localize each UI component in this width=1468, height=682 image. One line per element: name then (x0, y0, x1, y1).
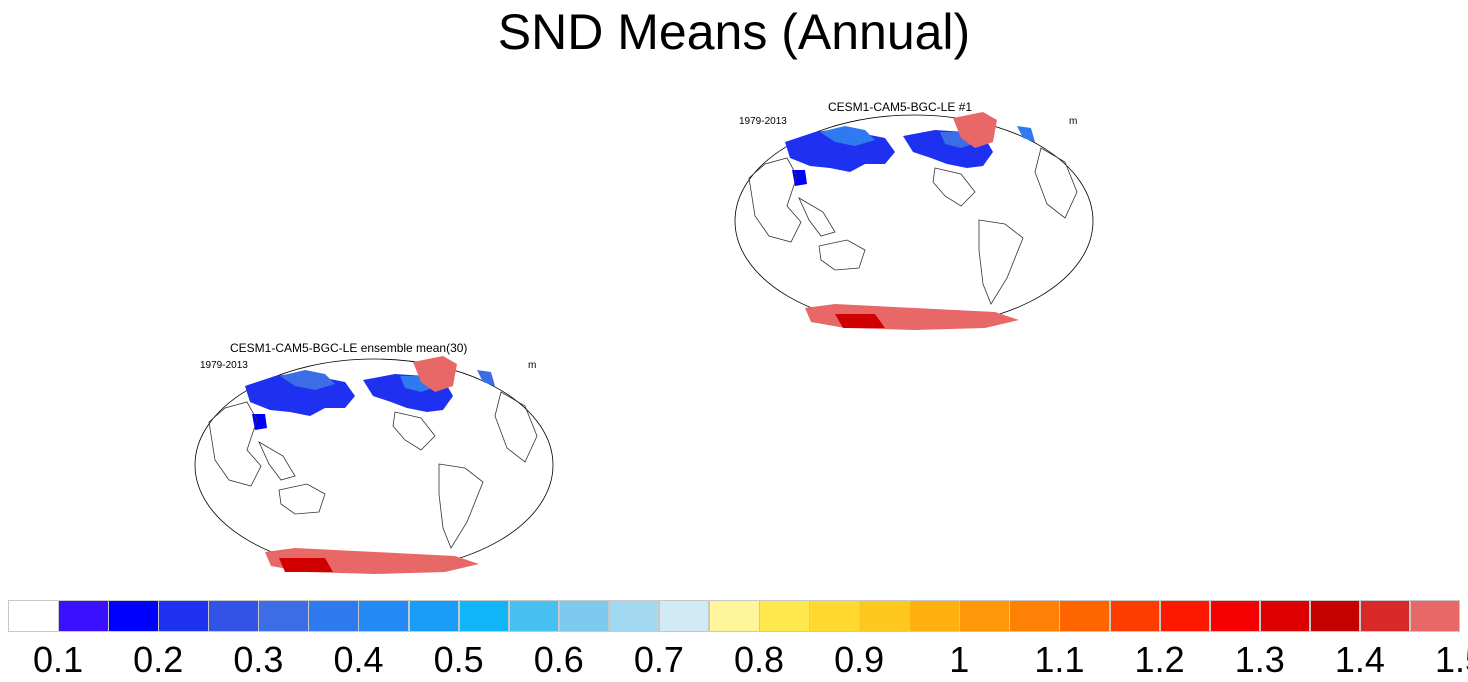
colorbar-box (1009, 600, 1060, 632)
panel-title: CESM1-CAM5-BGC-LE ensemble mean(30) (230, 341, 468, 355)
colorbar-box (258, 600, 309, 632)
colorbar (8, 600, 1461, 634)
figure-title: SND Means (Annual) (497, 4, 971, 60)
panel-units-label: m (528, 360, 537, 371)
colorbar-box (508, 600, 560, 632)
colorbar-tick-label: 1.4 (1334, 639, 1385, 680)
colorbar-tick-label: 1.3 (1234, 639, 1285, 680)
panel-units-label: m (1069, 116, 1078, 127)
colorbar-box (1259, 600, 1311, 632)
colorbar-tick-label: 0.2 (133, 639, 184, 680)
colorbar-box (208, 600, 259, 632)
colorbar-tick-label: 1.2 (1134, 639, 1185, 680)
colorbar-box (608, 600, 660, 632)
panel-period-label: 1979-2013 (739, 116, 787, 127)
colorbar-box (1409, 600, 1461, 632)
colorbar-box (1359, 600, 1411, 632)
colorbar-tick-label: 1.5 (1434, 639, 1468, 680)
colorbar-box (658, 600, 710, 632)
colorbar-box (809, 600, 860, 632)
colorbar-box (558, 600, 610, 632)
colorbar-box (1209, 600, 1261, 632)
colorbar-box (1059, 600, 1110, 632)
colorbar-tick-label: 0.9 (834, 639, 885, 680)
colorbar-box (158, 600, 209, 632)
colorbar-box (8, 600, 59, 632)
colorbar-tick-label: 0.4 (333, 639, 384, 680)
colorbar-tick-label: 1 (949, 639, 970, 680)
colorbar-box (1109, 600, 1161, 632)
world-map-ensemble (194, 356, 554, 574)
panel-period-label: 1979-2013 (200, 360, 248, 371)
colorbar-box (58, 600, 109, 632)
colorbar-box (859, 600, 910, 632)
colorbar-box (408, 600, 460, 632)
colorbar-box (708, 600, 760, 632)
colorbar-box (458, 600, 510, 632)
colorbar-box (759, 600, 810, 632)
colorbar-box (1309, 600, 1361, 632)
colorbar-tick-label: 0.8 (734, 639, 785, 680)
colorbar-box (1159, 600, 1211, 632)
world-map-member1 (734, 112, 1094, 330)
colorbar-box (308, 600, 359, 632)
colorbar-tick-label: 0.6 (533, 639, 584, 680)
colorbar-tick-label: 1.1 (1034, 639, 1085, 680)
colorbar-tick-label: 0.3 (233, 639, 284, 680)
colorbar-box (959, 600, 1010, 632)
panel-title: CESM1-CAM5-BGC-LE #1 (828, 100, 973, 114)
colorbar-tick-label: 0.1 (33, 639, 84, 680)
colorbar-box (909, 600, 960, 632)
colorbar-tick-label: 0.7 (633, 639, 684, 680)
colorbar-box (108, 600, 159, 632)
colorbar-tick-label: 0.5 (433, 639, 484, 680)
colorbar-box (358, 600, 410, 632)
